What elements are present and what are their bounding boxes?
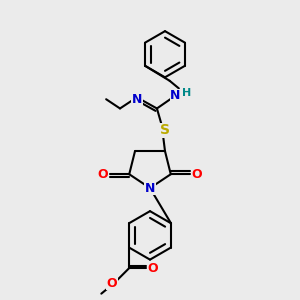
Text: H: H (182, 88, 191, 98)
Text: N: N (145, 182, 155, 195)
Text: O: O (191, 168, 202, 181)
Text: O: O (106, 277, 117, 290)
Text: O: O (98, 168, 109, 181)
Text: S: S (160, 123, 170, 137)
Text: N: N (170, 89, 181, 102)
Text: N: N (132, 93, 142, 106)
Text: O: O (148, 262, 158, 275)
